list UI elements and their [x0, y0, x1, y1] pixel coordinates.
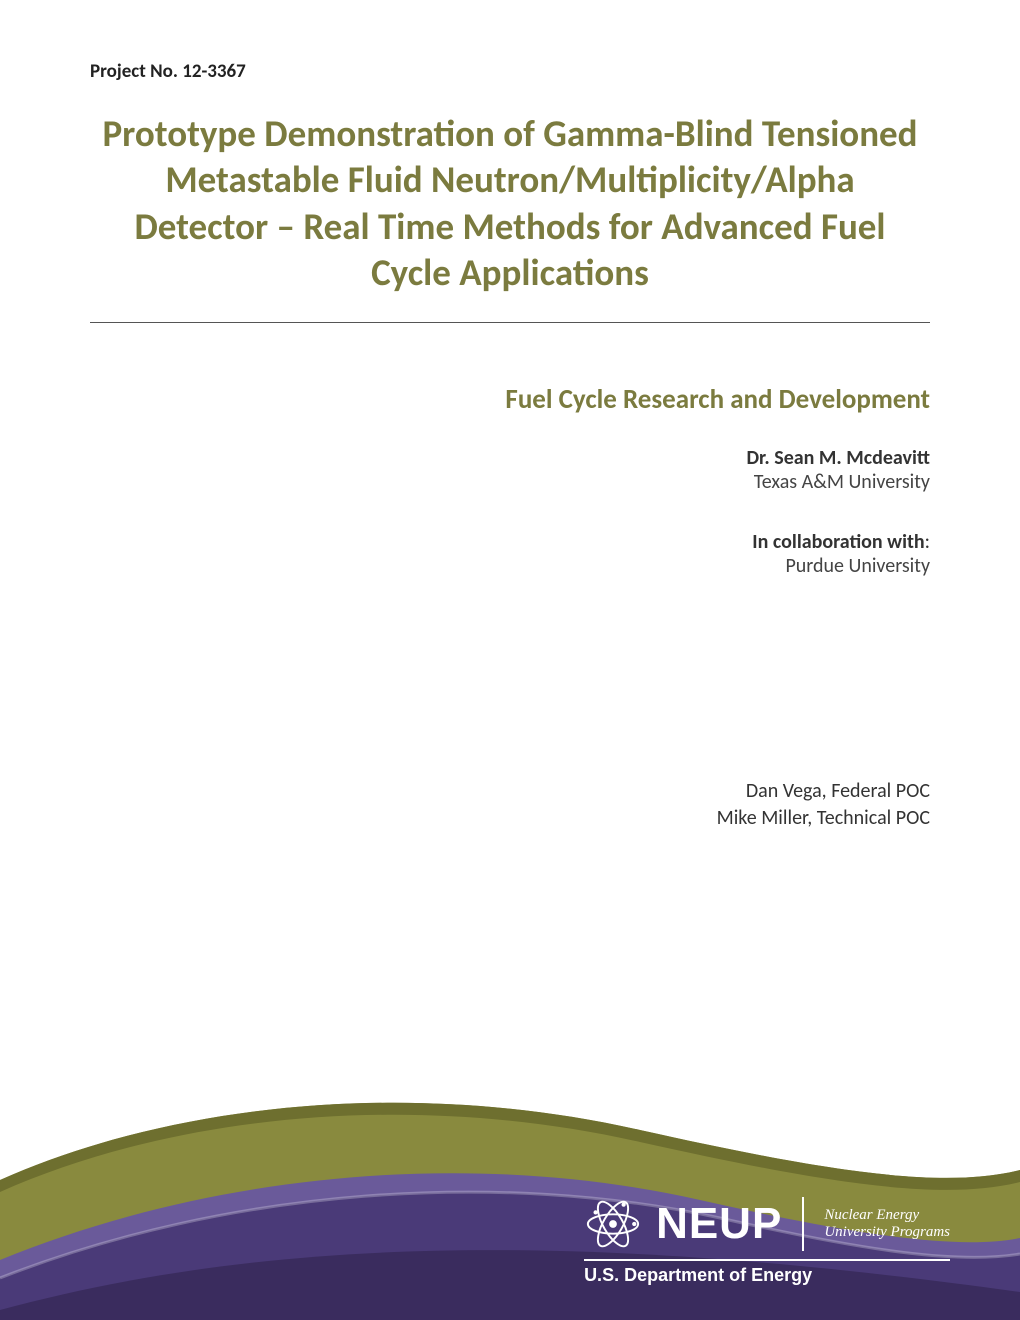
collab-colon: :	[925, 530, 930, 554]
collaboration-block: In collaboration with: Purdue University	[90, 530, 930, 578]
project-number: Project No. 12-3367	[90, 60, 930, 83]
author-affiliation: Texas A&M University	[90, 470, 930, 494]
neup-sub-line1: Nuclear Energy	[824, 1207, 950, 1224]
author-name: Dr. Sean M. Mcdeavitt	[90, 446, 930, 470]
logo-divider	[802, 1197, 804, 1251]
neup-text: NEUP	[656, 1199, 782, 1249]
document-title: Prototype Demonstration of Gamma-Blind T…	[90, 111, 930, 296]
atom-icon	[584, 1195, 642, 1253]
poc-technical: Mike Miller, Technical POC	[90, 805, 930, 832]
poc-federal: Dan Vega, Federal POC	[90, 778, 930, 805]
document-subtitle: Fuel Cycle Research and Development	[90, 383, 930, 416]
neup-logo: NEUP Nuclear Energy University Programs …	[584, 1195, 950, 1286]
neup-sub-line2: University Programs	[824, 1224, 950, 1241]
collab-name: Purdue University	[90, 554, 930, 578]
doe-label: U.S. Department of Energy	[584, 1259, 950, 1286]
collab-label: In collaboration with	[752, 530, 924, 554]
poc-block: Dan Vega, Federal POC Mike Miller, Techn…	[90, 778, 930, 832]
footer-graphic: NEUP Nuclear Energy University Programs …	[0, 1060, 1020, 1320]
title-divider	[90, 322, 930, 323]
author-block: Dr. Sean M. Mcdeavitt Texas A&M Universi…	[90, 446, 930, 494]
neup-subtitle: Nuclear Energy University Programs	[824, 1207, 950, 1242]
